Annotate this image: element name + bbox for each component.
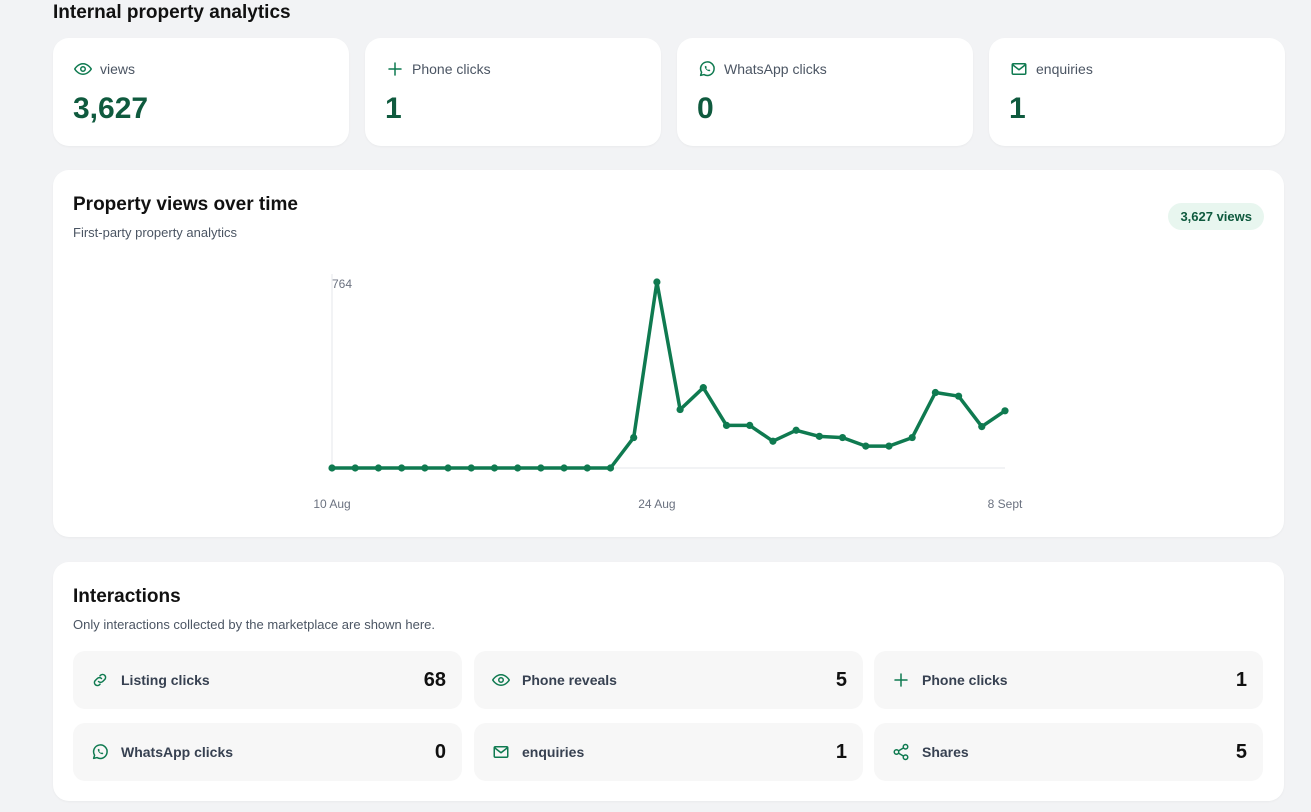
interaction-listing-clicks: Listing clicks 68 — [73, 651, 462, 709]
stat-label: WhatsApp clicks — [724, 61, 827, 77]
views-line-chart: 764 10 Aug 24 Aug 8 Sept — [313, 274, 1023, 511]
stat-card-whatsapp-clicks: WhatsApp clicks 0 — [677, 38, 973, 146]
interactions-panel: Interactions Only interactions collected… — [53, 562, 1284, 801]
data-point — [838, 433, 847, 442]
interaction-shares: Shares 5 — [874, 723, 1263, 781]
interaction-value: 5 — [835, 669, 847, 691]
data-point — [374, 464, 383, 472]
interaction-label: Listing clicks — [121, 672, 210, 688]
chart-subtitle: First-party property analytics — [73, 225, 237, 240]
stat-label: views — [100, 61, 136, 77]
chart-title: Property views over time — [73, 194, 298, 215]
stat-value: 3,627 — [73, 92, 149, 125]
interaction-label: Phone reveals — [522, 672, 617, 688]
data-point — [328, 464, 336, 472]
data-point — [351, 464, 359, 472]
eye-icon — [74, 60, 92, 78]
stat-card-enquiries: enquiries 1 — [989, 38, 1285, 146]
data-point — [421, 464, 429, 472]
data-point — [908, 433, 916, 442]
mail-icon — [492, 743, 510, 761]
x-tick-label: 24 Aug — [638, 497, 675, 511]
interactions-title: Interactions — [73, 586, 181, 607]
data-point — [490, 464, 499, 472]
data-point — [978, 423, 986, 431]
x-tick-label: 10 Aug — [313, 497, 350, 511]
whatsapp-icon — [698, 60, 716, 78]
data-point — [560, 464, 568, 472]
data-point — [722, 421, 731, 429]
data-point — [583, 464, 591, 472]
interaction-value: 1 — [1235, 669, 1247, 691]
interaction-value: 5 — [1235, 741, 1247, 763]
data-point — [931, 388, 939, 397]
interaction-enquiries: enquiries 1 — [474, 723, 863, 781]
interaction-label: enquiries — [522, 744, 585, 760]
y-tick-label: 764 — [332, 277, 352, 291]
data-point — [398, 464, 406, 472]
stat-value: 1 — [1009, 92, 1026, 125]
stat-card-phone-clicks: Phone clicks 1 — [365, 38, 661, 146]
data-point — [1001, 407, 1009, 415]
interaction-value: 0 — [434, 741, 446, 763]
data-point — [537, 464, 545, 472]
stat-label: enquiries — [1036, 61, 1093, 77]
data-point — [514, 464, 522, 472]
stat-label: Phone clicks — [412, 61, 491, 77]
data-point — [653, 278, 661, 286]
interactions-subtitle: Only interactions collected by the marke… — [73, 617, 436, 632]
plus-icon — [892, 671, 910, 689]
views-chart-panel: Property views over time First-party pro… — [53, 170, 1284, 537]
interaction-whatsapp-clicks: WhatsApp clicks 0 — [73, 723, 462, 781]
data-point — [467, 464, 475, 472]
interaction-label: Phone clicks — [922, 672, 1008, 688]
data-point — [815, 432, 823, 440]
interaction-phone-clicks: Phone clicks 1 — [874, 651, 1263, 709]
data-point — [862, 442, 870, 450]
data-point — [885, 442, 893, 450]
views-series-line — [330, 280, 1007, 470]
data-point — [792, 426, 800, 434]
share-icon — [892, 743, 910, 761]
data-point — [954, 392, 963, 400]
data-point — [769, 437, 777, 445]
data-point — [746, 421, 754, 429]
total-views-badge: 3,627 views — [1168, 203, 1264, 230]
link-icon — [91, 671, 109, 689]
interaction-label: Shares — [922, 744, 969, 760]
page-title: Internal property analytics — [53, 2, 291, 23]
interaction-label: WhatsApp clicks — [121, 744, 234, 760]
interaction-value: 1 — [835, 741, 847, 763]
data-point — [699, 384, 707, 392]
x-tick-label: 8 Sept — [988, 497, 1023, 511]
whatsapp-icon — [91, 743, 109, 761]
mail-icon — [1010, 60, 1028, 78]
data-point — [676, 405, 684, 414]
stat-value: 1 — [385, 92, 402, 125]
data-point — [444, 464, 452, 472]
eye-icon — [492, 671, 510, 689]
stat-value: 0 — [697, 92, 714, 125]
interaction-value: 68 — [423, 669, 446, 691]
data-point — [606, 464, 615, 472]
plus-icon — [386, 60, 404, 78]
stat-card-views: views 3,627 — [53, 38, 349, 146]
interaction-phone-reveals: Phone reveals 5 — [474, 651, 863, 709]
data-point — [630, 433, 638, 442]
